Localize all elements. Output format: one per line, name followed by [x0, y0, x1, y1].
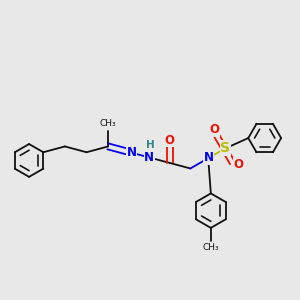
Text: H: H: [146, 140, 155, 150]
Text: CH₃: CH₃: [202, 243, 219, 252]
Text: N: N: [127, 146, 137, 159]
Text: N: N: [144, 151, 154, 164]
Text: CH₃: CH₃: [100, 119, 116, 128]
Text: S: S: [220, 141, 230, 155]
Text: O: O: [233, 158, 243, 171]
Text: N: N: [204, 151, 214, 164]
Text: O: O: [210, 123, 220, 136]
Text: O: O: [165, 134, 175, 147]
